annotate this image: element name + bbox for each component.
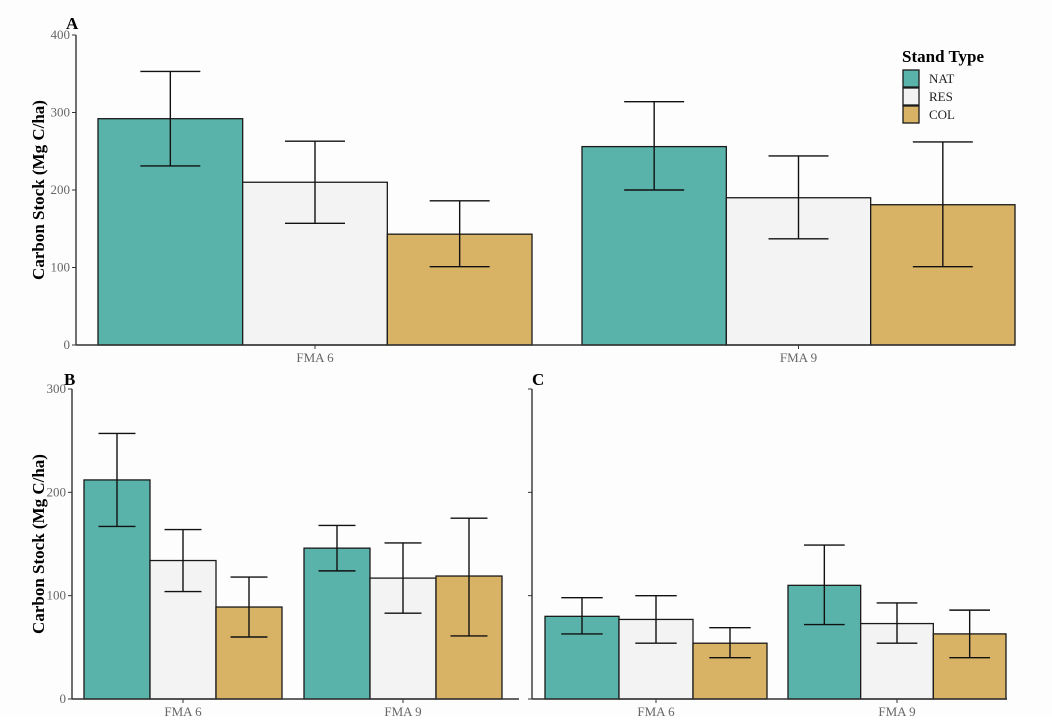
error-bar-nat-fma6	[98, 432, 136, 528]
panel-letter: A	[66, 14, 79, 33]
y-tick-label: 0	[60, 691, 67, 706]
error-bar-col-fma9	[949, 609, 991, 659]
error-bar-col-fma6	[709, 627, 751, 659]
legend: Stand Type NAT RES COL	[902, 47, 984, 124]
x-tick-label: FMA 6	[164, 704, 202, 717]
legend-swatch	[902, 87, 920, 106]
error-bar-col-fma6	[230, 576, 268, 638]
panel-c: C FMA 6 FMA 9	[528, 370, 1007, 719]
x-tick-label: FMA 6	[637, 704, 675, 717]
legend-swatch	[902, 69, 920, 88]
error-bar-nat-fma9	[803, 544, 845, 626]
y-tick-label: 200	[51, 182, 71, 197]
error-bar-col-fma9	[450, 517, 488, 637]
y-tick-label: 100	[47, 588, 67, 603]
y-tick-label: 400	[51, 27, 71, 42]
legend-label: RES	[929, 89, 953, 104]
legend-label: NAT	[929, 71, 954, 86]
error-bar-col-fma9	[912, 141, 973, 268]
legend-items: NAT RES COL	[902, 69, 955, 124]
legend-title: Stand Type	[902, 47, 984, 66]
y-tick-label: 0	[64, 337, 71, 352]
panel-letter: C	[532, 370, 544, 389]
error-bar-res-fma9	[876, 602, 918, 644]
error-bar-nat-fma9	[318, 524, 356, 572]
legend-swatch	[902, 105, 920, 124]
x-tick-label: FMA 6	[296, 350, 334, 365]
legend-item-nat: NAT	[902, 69, 954, 88]
x-tick-label: FMA 9	[878, 704, 915, 717]
bar-nat-fma9	[303, 547, 371, 700]
error-bar-col-fma6	[429, 200, 490, 268]
y-tick-label: 300	[47, 381, 67, 396]
legend-label: COL	[929, 107, 955, 122]
error-bar-res-fma6	[635, 594, 677, 644]
error-bar-res-fma9	[384, 542, 422, 614]
y-tick-label: 300	[51, 105, 71, 120]
y-axis-title: Carbon Stock (Mg C/ha)	[29, 100, 48, 280]
y-tick-label: 200	[47, 484, 67, 499]
panel-a: A Carbon Stock (Mg C/ha) FMA 6 FMA 9 0 100 200…	[29, 14, 1016, 365]
panels: A Carbon Stock (Mg C/ha) FMA 6 FMA 9 0 100 200…	[29, 14, 1016, 719]
error-bar-nat-fma6	[561, 597, 603, 635]
error-bar-nat-fma6	[140, 70, 201, 167]
legend-item-col: COL	[902, 105, 955, 124]
x-tick-label: FMA 9	[384, 704, 421, 717]
x-tick-label: FMA 9	[780, 350, 817, 365]
error-bar-res-fma9	[768, 155, 829, 240]
legend-item-res: RES	[902, 87, 953, 106]
y-tick-label: 100	[51, 260, 71, 275]
panel-letter: B	[64, 370, 75, 389]
error-bar-nat-fma9	[624, 100, 685, 191]
panel-b: B Carbon Stock (Mg C/ha) FMA 6 FMA 9 0 100 200…	[29, 370, 519, 719]
error-bar-res-fma6	[164, 528, 202, 593]
y-axis-title: Carbon Stock (Mg C/ha)	[29, 454, 48, 634]
error-bar-res-fma6	[285, 140, 345, 225]
